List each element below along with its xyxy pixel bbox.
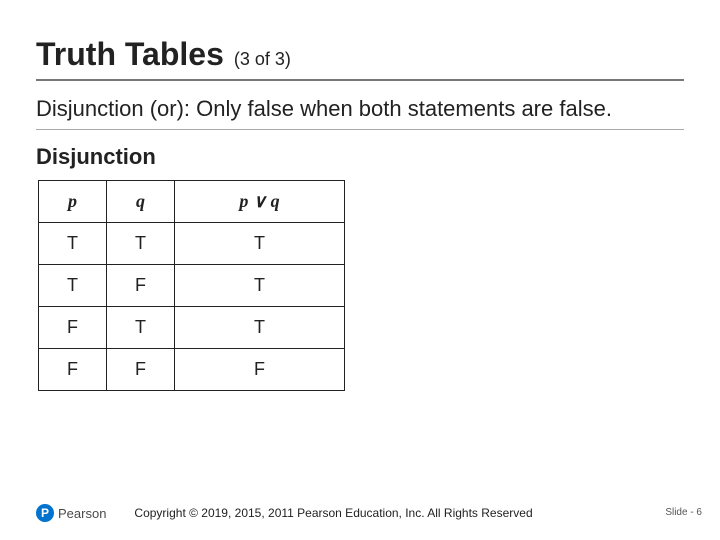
brand-name: Pearson xyxy=(58,506,106,521)
slide: Truth Tables (3 of 3) Disjunction (or): … xyxy=(0,0,720,540)
page-counter: (3 of 3) xyxy=(234,49,291,70)
table-cell: T xyxy=(107,306,175,348)
table-cell: T xyxy=(175,306,345,348)
truth-table: p q p ∨ q T T T T F T F T T F xyxy=(38,180,345,391)
table-row: T T T xyxy=(39,222,345,264)
logo-icon: P xyxy=(36,504,54,522)
table-cell: F xyxy=(175,348,345,390)
section-rule xyxy=(36,129,684,130)
copyright-text: Copyright © 2019, 2015, 2011 Pearson Edu… xyxy=(134,506,532,520)
table-subtitle: Disjunction xyxy=(36,144,684,170)
table-cell: T xyxy=(39,264,107,306)
table-row: F T T xyxy=(39,306,345,348)
table-cell: T xyxy=(107,222,175,264)
table-header-cell: p ∨ q xyxy=(175,180,345,222)
table-cell: F xyxy=(39,348,107,390)
table-cell: T xyxy=(175,222,345,264)
brand-logo: P Pearson xyxy=(36,504,106,522)
table-header-cell: q xyxy=(107,180,175,222)
table-row: T F T xyxy=(39,264,345,306)
table-cell: T xyxy=(175,264,345,306)
table-cell: F xyxy=(39,306,107,348)
table-cell: T xyxy=(39,222,107,264)
table-header-row: p q p ∨ q xyxy=(39,180,345,222)
slide-number: Slide - 6 xyxy=(665,507,702,518)
table-header-cell: p xyxy=(39,180,107,222)
title-rule xyxy=(36,79,684,81)
page-title: Truth Tables xyxy=(36,36,224,73)
title-line: Truth Tables (3 of 3) xyxy=(36,36,684,73)
table-row: F F F xyxy=(39,348,345,390)
description-text: Disjunction (or): Only false when both s… xyxy=(36,95,684,123)
table-cell: F xyxy=(107,264,175,306)
table-cell: F xyxy=(107,348,175,390)
footer: P Pearson Copyright © 2019, 2015, 2011 P… xyxy=(0,504,720,522)
